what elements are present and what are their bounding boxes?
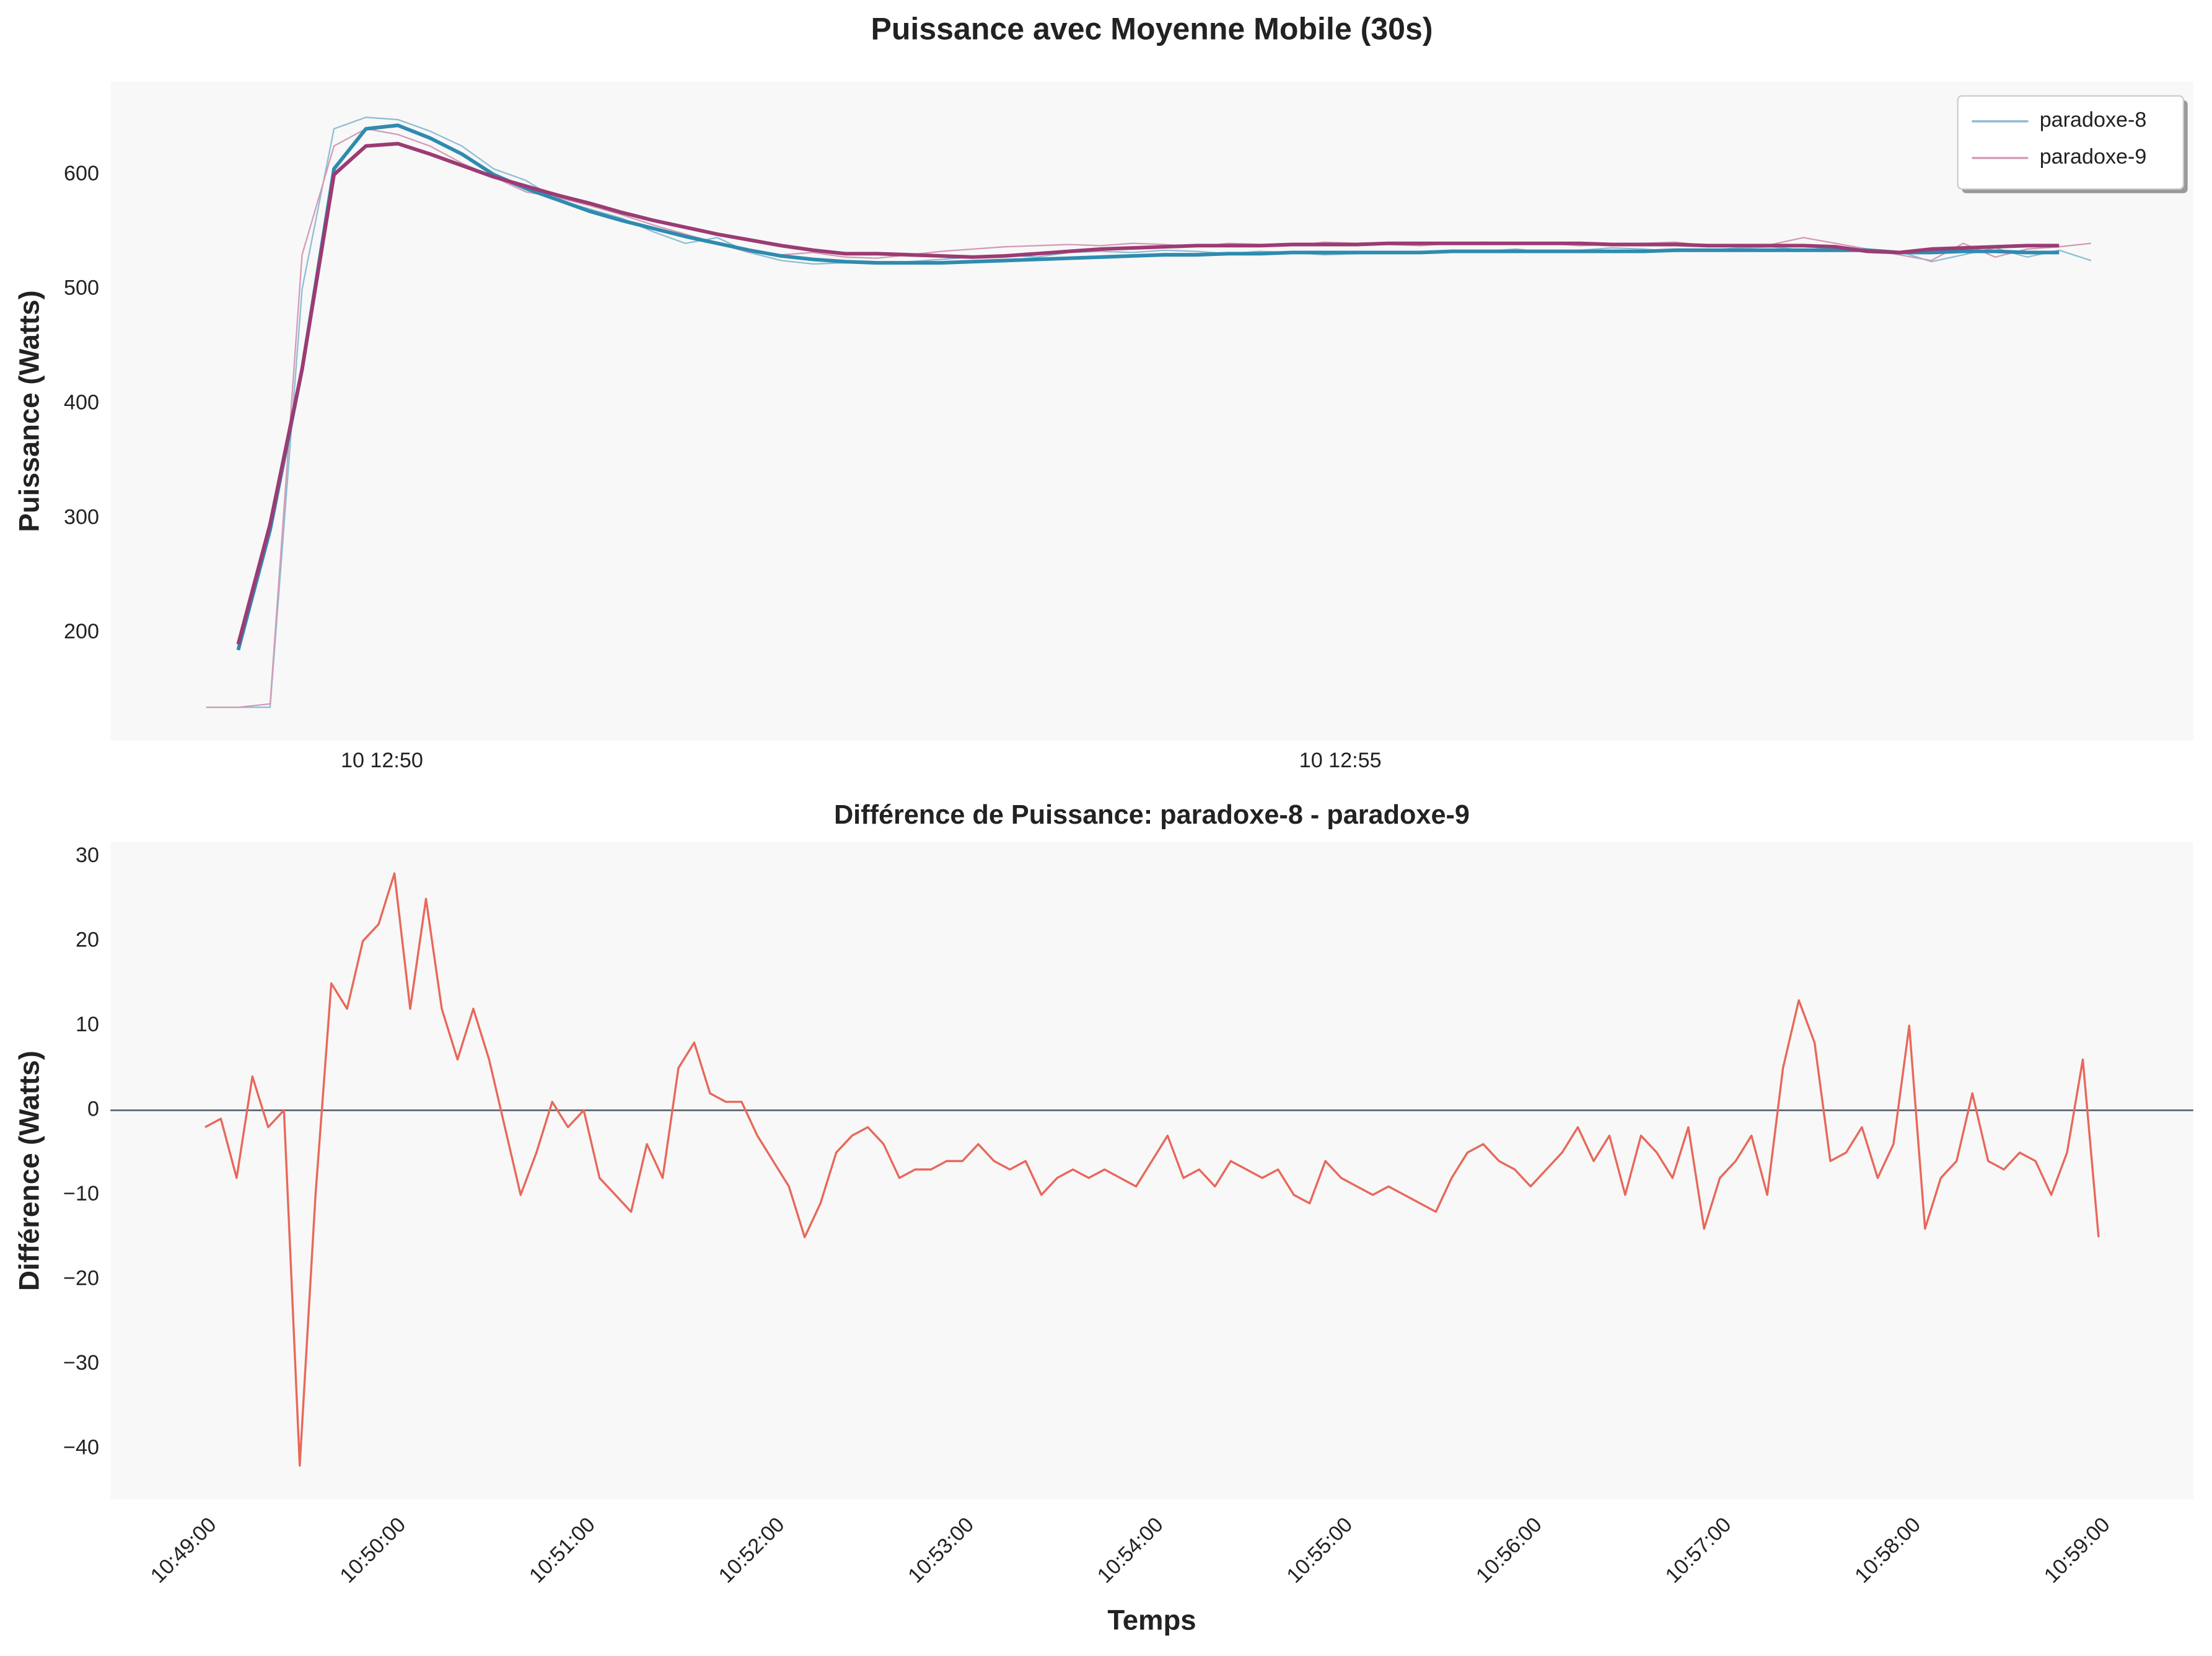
- series-line: [204, 872, 2100, 1467]
- series-line: [236, 141, 2060, 645]
- series-line: [206, 128, 2091, 708]
- x-tick-label: 10 12:50: [341, 749, 423, 772]
- series-line: [236, 123, 2060, 651]
- plot-area: [110, 842, 2193, 1500]
- y-tick-label: −30: [63, 1351, 99, 1375]
- chart-title: Puissance avec Moyenne Mobile (30s): [871, 11, 1433, 46]
- subplot-title: Différence de Puissance: paradoxe-8 - pa…: [834, 800, 1470, 830]
- y-axis-label: Puissance (Watts): [14, 290, 45, 532]
- y-tick-label: 0: [87, 1097, 99, 1121]
- y-tick-label: 400: [64, 390, 99, 414]
- plot-area: [110, 82, 2193, 741]
- y-tick-label: 300: [64, 505, 99, 529]
- x-tick-label: 10 12:55: [1299, 749, 1382, 772]
- y-tick-label: −20: [63, 1266, 99, 1290]
- y-tick-label: 10: [76, 1013, 99, 1036]
- x-axis-label: Temps: [1107, 1604, 1196, 1636]
- y-tick-label: 600: [64, 162, 99, 185]
- y-tick-label: 500: [64, 276, 99, 300]
- y-tick-label: −10: [63, 1182, 99, 1205]
- y-tick-label: −40: [63, 1435, 99, 1459]
- legend-label: paradoxe-8: [2040, 108, 2147, 132]
- y-tick-label: 30: [76, 843, 99, 867]
- y-tick-label: 20: [76, 928, 99, 951]
- legend: [1957, 95, 2184, 190]
- legend-label: paradoxe-9: [2040, 145, 2147, 169]
- y-axis-label: Différence (Watts): [14, 1050, 45, 1291]
- y-tick-label: 200: [64, 620, 99, 643]
